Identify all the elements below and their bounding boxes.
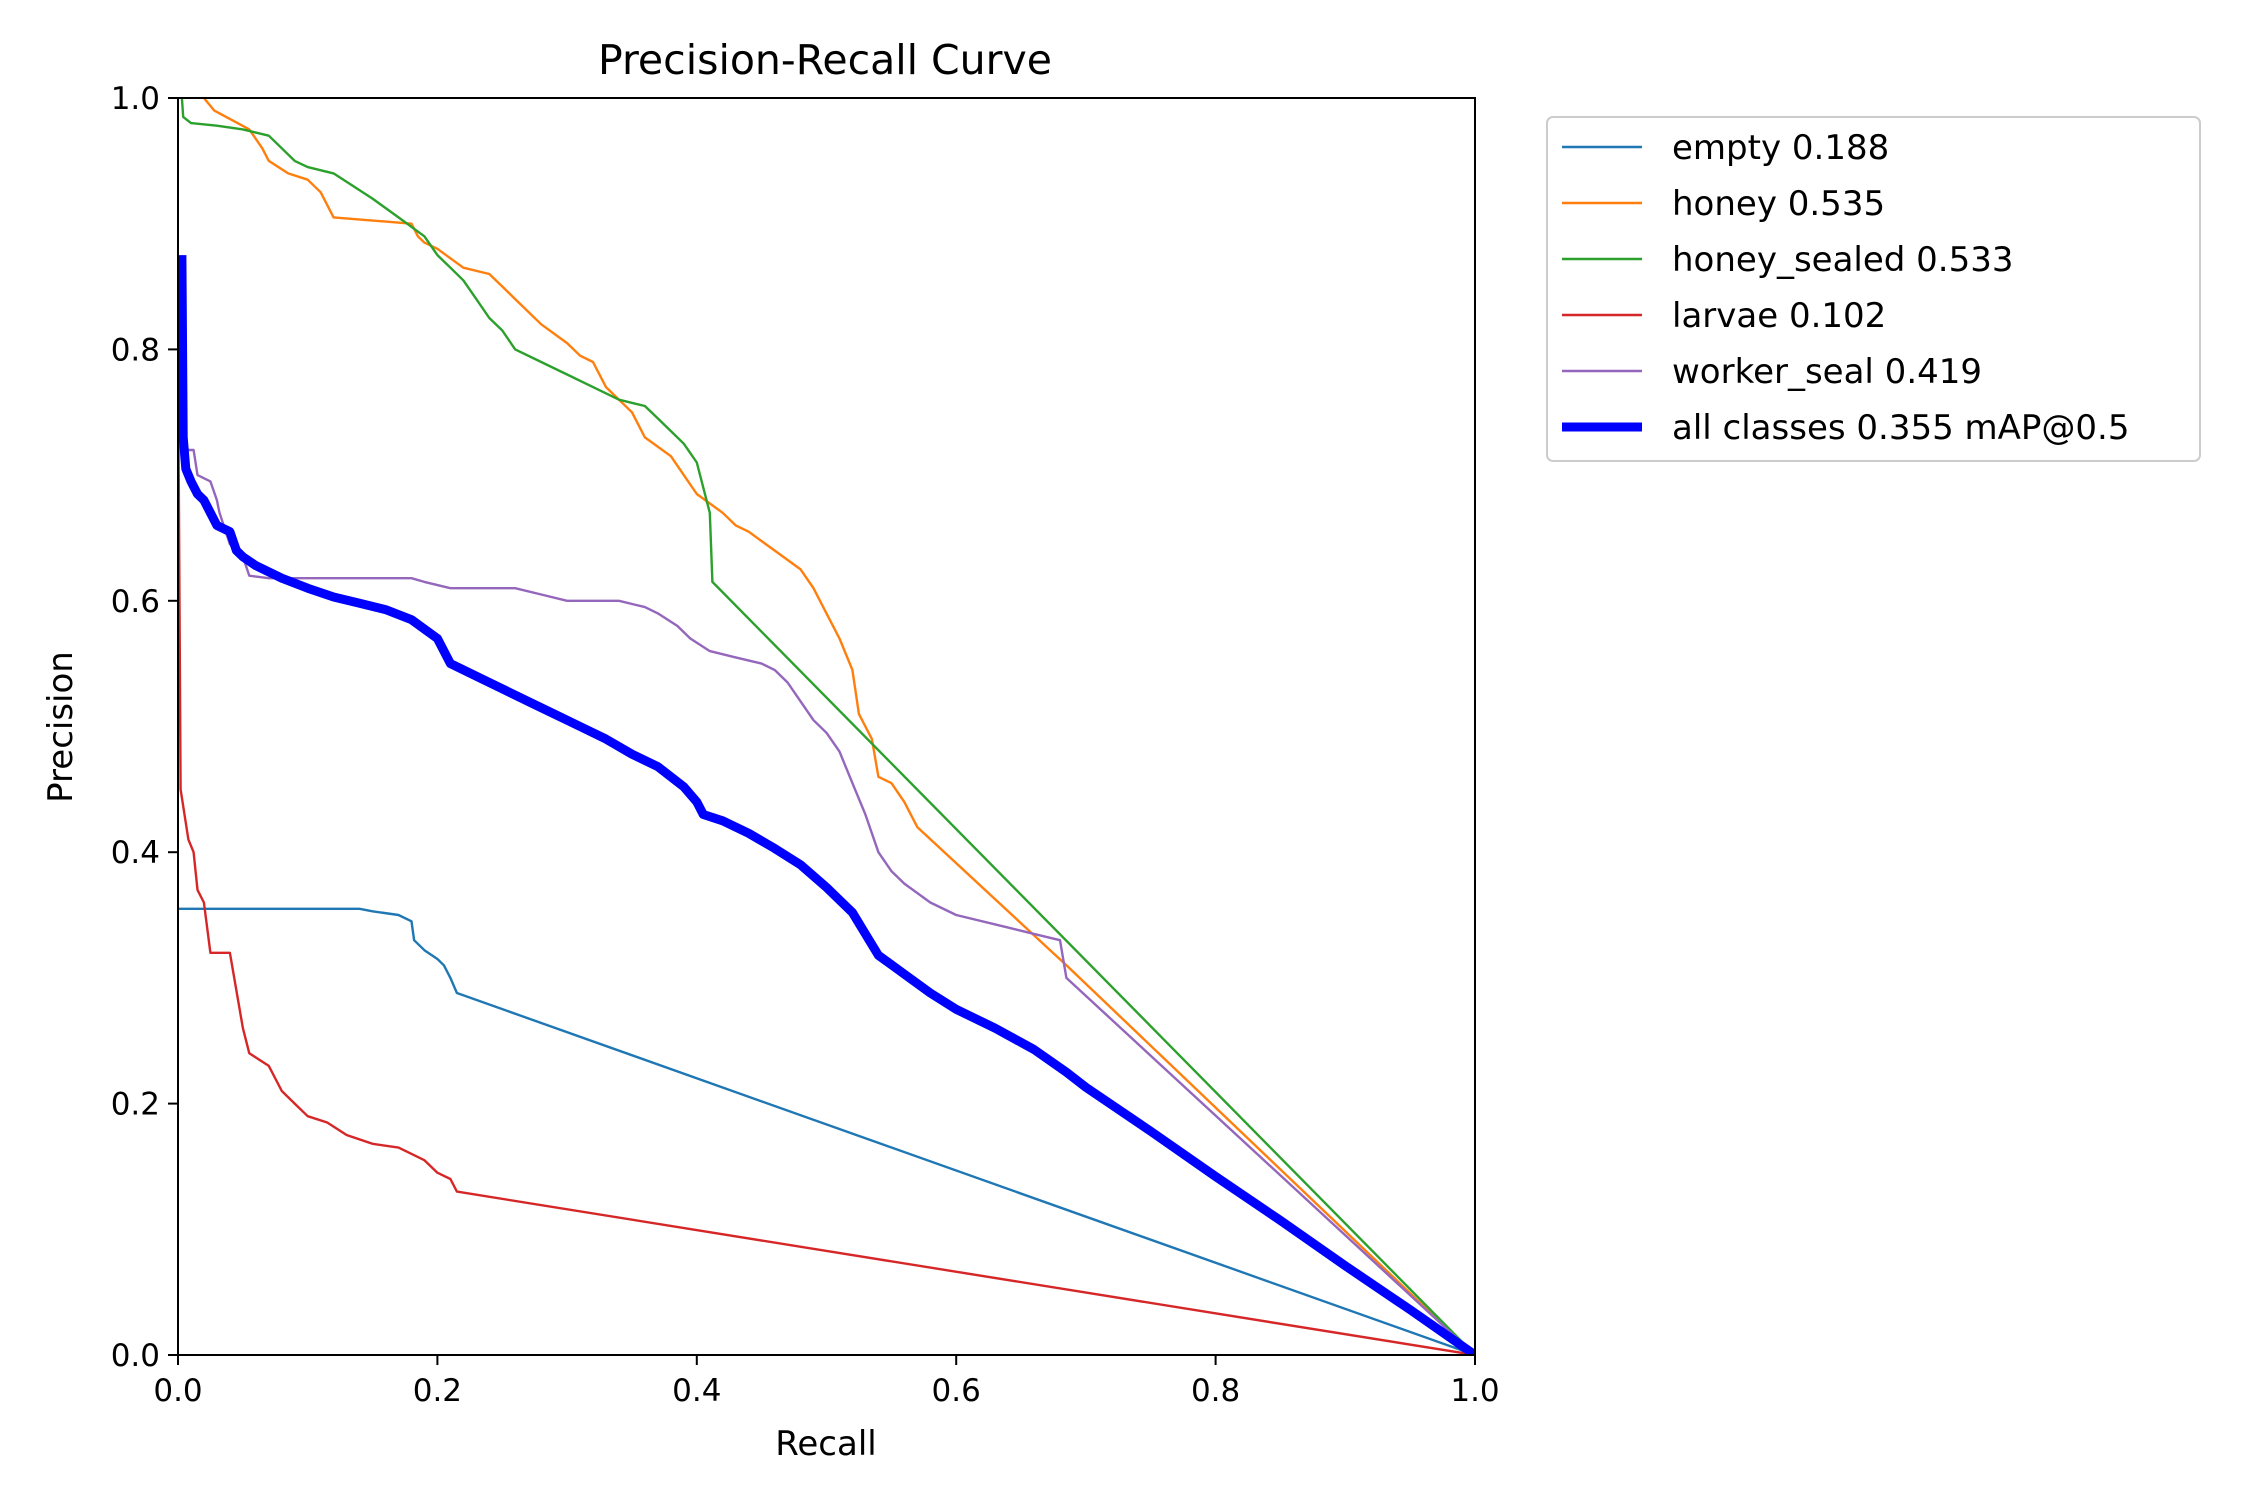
legend-label: worker_seal 0.419 bbox=[1672, 352, 1982, 392]
y-tick-label: 1.0 bbox=[111, 81, 160, 117]
series-line-all bbox=[178, 255, 1475, 1355]
x-tick-label: 0.8 bbox=[1191, 1373, 1240, 1409]
plot-frame bbox=[177, 97, 1476, 1356]
series-line-larvae bbox=[178, 349, 1475, 1355]
series-layer bbox=[178, 98, 1475, 1355]
x-tick-label: 0.4 bbox=[672, 1373, 721, 1409]
legend: empty 0.188 honey 0.535 honey_sealed 0.533… bbox=[1546, 116, 2201, 462]
y-tick-label: 0.2 bbox=[111, 1087, 160, 1123]
legend-label: honey_sealed 0.533 bbox=[1672, 240, 2014, 280]
series-line-empty bbox=[178, 907, 1475, 1355]
x-axis: 0.0 0.2 0.4 0.6 0.8 1.0 bbox=[153, 1355, 1500, 1409]
y-axis: 0.0 0.2 0.4 0.6 0.8 1.0 bbox=[111, 81, 178, 1374]
legend-label: honey 0.535 bbox=[1672, 184, 1885, 224]
y-axis-label: Precision bbox=[41, 651, 81, 803]
series-line-honey bbox=[202, 98, 1475, 1355]
y-tick-label: 0.6 bbox=[111, 584, 160, 620]
y-tick-label: 0.0 bbox=[111, 1338, 160, 1374]
x-axis-label: Recall bbox=[775, 1424, 876, 1464]
chart-title: Precision-Recall Curve bbox=[598, 36, 1052, 84]
y-tick-label: 0.8 bbox=[111, 332, 160, 368]
series-line-honey-sealed bbox=[180, 98, 1475, 1355]
x-tick-label: 0.0 bbox=[153, 1373, 202, 1409]
legend-box bbox=[1546, 116, 2201, 462]
y-tick-label: 0.4 bbox=[111, 835, 160, 871]
legend-label: empty 0.188 bbox=[1672, 128, 1889, 168]
x-tick-label: 1.0 bbox=[1450, 1373, 1499, 1409]
x-tick-label: 0.2 bbox=[413, 1373, 462, 1409]
legend-label: all classes 0.355 mAP@0.5 bbox=[1672, 408, 2129, 448]
legend-label: larvae 0.102 bbox=[1672, 296, 1886, 336]
x-tick-label: 0.6 bbox=[932, 1373, 981, 1409]
